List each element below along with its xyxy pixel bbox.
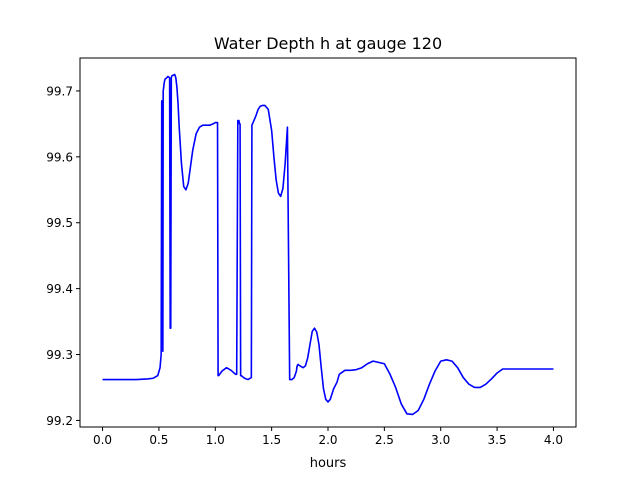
series-line: [102, 73, 554, 416]
x-tick-label: 2.0: [318, 433, 337, 447]
y-tick-label: 99.2: [46, 414, 73, 428]
x-tick-label: 1.5: [262, 433, 281, 447]
y-tick-label: 99.5: [46, 216, 73, 230]
x-axis: 0.0 0.5 1.0 1.5 2.0 2.5 3.0 3.5 4.0: [93, 427, 563, 447]
y-tick-label: 99.6: [46, 150, 73, 164]
x-axis-label: hours: [310, 456, 347, 471]
plot-area: [102, 73, 554, 416]
y-tick-label: 99.4: [46, 282, 73, 296]
y-tick-label: 99.3: [46, 348, 73, 362]
x-tick-label: 4.0: [544, 433, 563, 447]
y-tick-label: 99.7: [46, 84, 73, 98]
x-tick-label: 0.5: [149, 433, 168, 447]
x-tick-label: 1.0: [206, 433, 225, 447]
chart-title: Water Depth h at gauge 120: [214, 34, 442, 53]
x-tick-label: 0.0: [93, 433, 112, 447]
x-tick-label: 3.0: [431, 433, 450, 447]
x-tick-label: 3.5: [488, 433, 507, 447]
x-tick-label: 2.5: [375, 433, 394, 447]
y-axis: 99.2 99.3 99.4 99.5 99.6 99.7: [46, 84, 80, 428]
